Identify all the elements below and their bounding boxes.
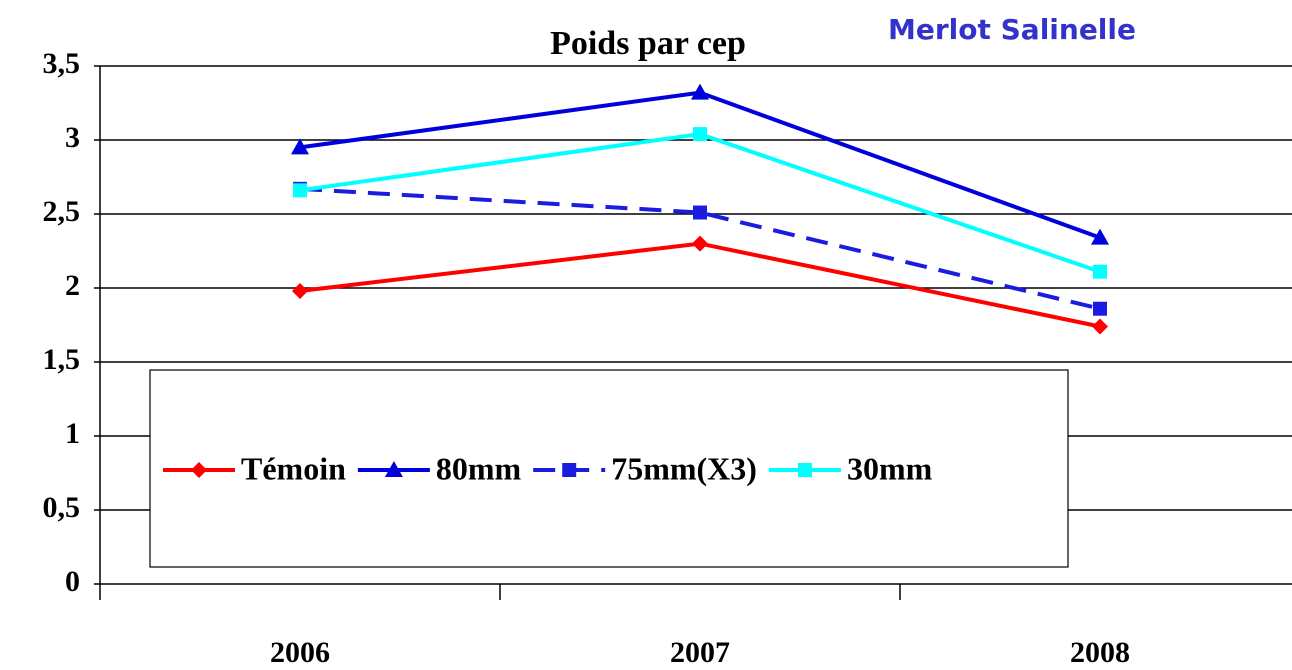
marker (693, 205, 707, 220)
y-tick-label: 2,5 (43, 195, 81, 228)
legend-label: 30mm (847, 450, 933, 486)
chart-subtitle: Merlot Salinelle (888, 13, 1136, 46)
y-tick-label: 1 (65, 417, 80, 450)
legend-box (149, 369, 1069, 568)
y-tick-label: 3 (65, 121, 80, 154)
y-tick-label: 1,5 (43, 343, 81, 376)
marker (1093, 264, 1107, 279)
y-tick-label: 3,5 (43, 47, 81, 80)
marker (693, 127, 707, 142)
chart-title: Poids par cep (550, 25, 746, 62)
y-tick-label: 0,5 (43, 491, 81, 524)
marker (191, 462, 207, 478)
legend: Témoin 80mm 75mm(X3) 30mm (149, 369, 1069, 568)
x-tick-label: 2007 (670, 636, 730, 669)
marker (691, 83, 709, 100)
legend-label: 80mm (436, 450, 522, 486)
marker (292, 282, 308, 299)
marker (293, 183, 307, 198)
series-line (299, 241, 1101, 329)
x-tick-label: 2008 (1070, 636, 1130, 669)
y-tick-label: 2 (65, 269, 80, 302)
y-tick-label: 0 (65, 565, 80, 598)
marker (1092, 318, 1108, 335)
marker (384, 461, 403, 477)
legend-label: 75mm(X3) (611, 450, 757, 486)
marker (692, 235, 708, 252)
marker (1091, 228, 1109, 245)
marker (291, 138, 309, 155)
x-tick-label: 2006 (270, 636, 330, 669)
marker (797, 463, 812, 477)
marker (562, 463, 577, 477)
legend-label: Témoin (241, 450, 346, 486)
marker (1093, 301, 1107, 316)
